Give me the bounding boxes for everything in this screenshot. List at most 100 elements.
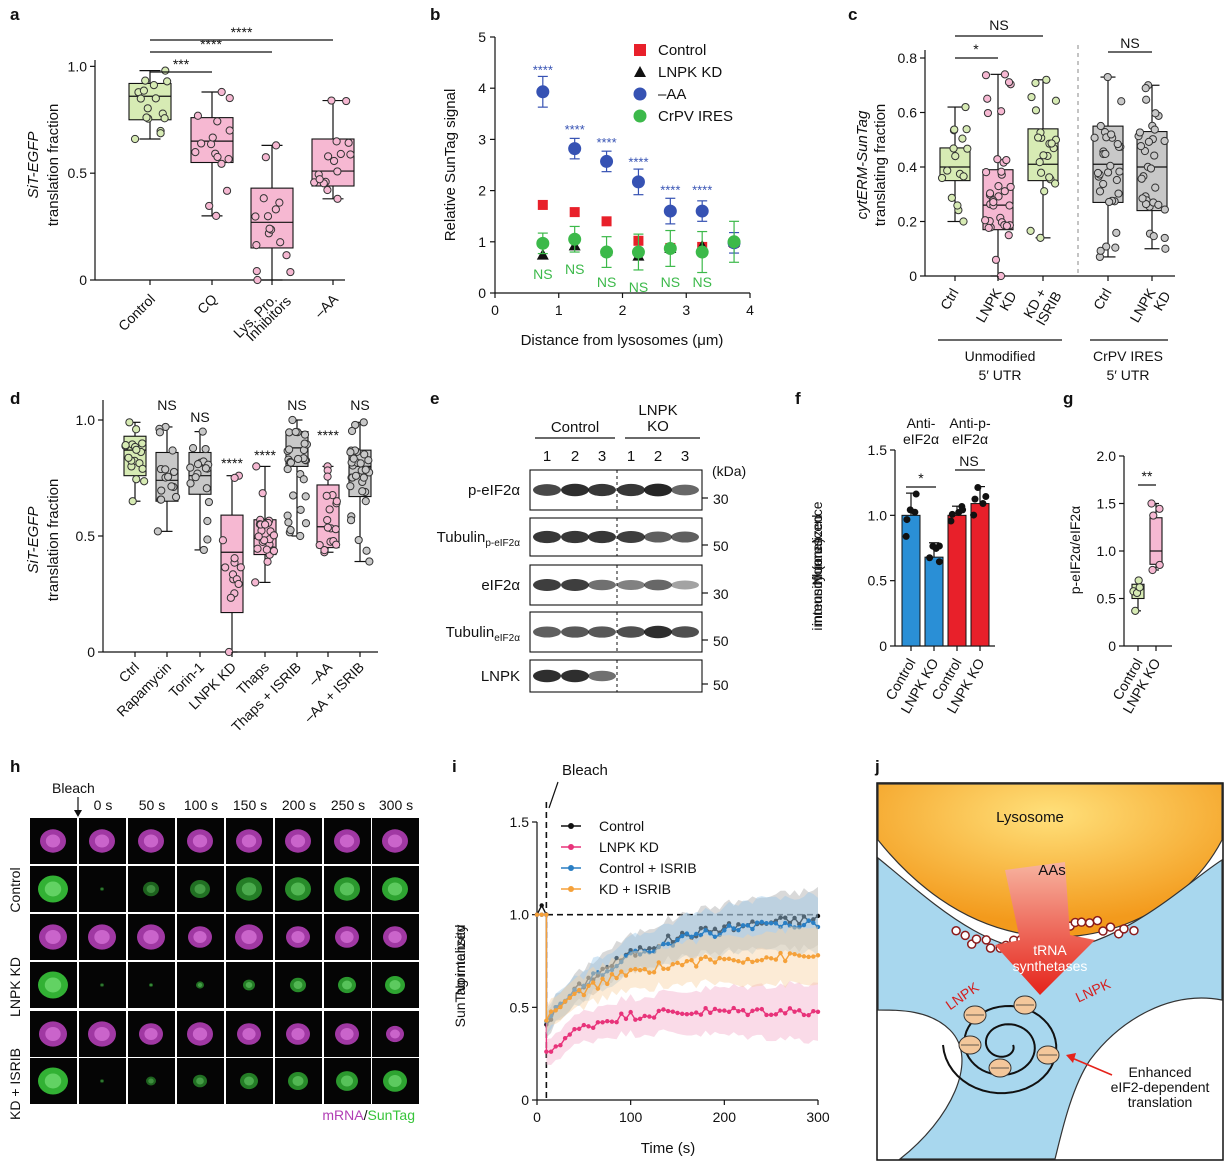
d-sig-label: **** <box>221 455 243 471</box>
d-box-0-point <box>132 445 141 454</box>
a-box-3-point <box>329 156 339 166</box>
c-box-1-point <box>1006 182 1015 192</box>
h-spot-core <box>94 1027 110 1041</box>
c-box-1-point <box>1004 231 1013 240</box>
c-box-3-point <box>1102 242 1111 251</box>
h-spot-core <box>390 1029 400 1039</box>
d-box-2-point <box>198 427 207 436</box>
d-sig-label: NS <box>190 409 209 425</box>
d-box-0-point <box>125 418 134 427</box>
i-band-1 <box>546 980 818 1065</box>
a-box-3-point <box>346 150 355 159</box>
i-point-0 <box>679 930 685 936</box>
i-point-2 <box>591 971 596 976</box>
a-box-1-point <box>212 211 221 221</box>
e-lane-label: 1 <box>543 448 551 465</box>
h-spot-core <box>291 1028 305 1040</box>
i-point-2 <box>722 928 727 933</box>
panel-label-f: f <box>795 389 801 408</box>
c-box-3-point <box>1095 187 1105 196</box>
b-y-label: Relative SunTag signal <box>442 89 459 242</box>
j-enhanced-label: eIF2-dependent <box>1111 1079 1210 1095</box>
j-lysosome-label: Lysosome <box>996 809 1064 826</box>
i-point-3 <box>637 967 643 973</box>
d-box-4-point <box>260 536 269 545</box>
h-spot-core <box>146 885 156 893</box>
a-box-0-point <box>156 129 165 138</box>
b-sig-star: **** <box>533 62 553 77</box>
i-point-2 <box>698 932 704 938</box>
f-point <box>935 558 943 566</box>
i-point-1 <box>572 1027 577 1032</box>
h-suntag-spot <box>290 977 306 993</box>
i-point-3 <box>609 972 615 977</box>
d-box-6-point <box>332 540 341 549</box>
d-box-3-point <box>230 554 239 563</box>
h-spot-core <box>291 931 305 943</box>
c-box-2-point <box>1039 151 1048 160</box>
i-point-2 <box>745 923 750 928</box>
c-box-1-point <box>983 108 993 118</box>
i-point-3 <box>665 966 671 972</box>
h-spot-core <box>387 882 403 896</box>
a-box-3-point <box>342 96 351 106</box>
d-box-5-point <box>288 415 297 425</box>
g-box-1-box <box>1149 517 1163 565</box>
e-row-label: eIF2α <box>481 577 520 594</box>
i-point-2 <box>712 934 718 940</box>
b-legend-swatch-aa <box>633 87 647 101</box>
d-box-5-point <box>291 427 300 437</box>
d-box-3-point <box>218 536 228 545</box>
i-point-1 <box>576 1026 582 1032</box>
c-box-0-point <box>937 173 947 183</box>
i-point-3 <box>694 964 699 969</box>
h-spot-core <box>100 1080 104 1082</box>
i-y-tick-label: 1.0 <box>510 907 530 923</box>
i-point-0 <box>665 933 671 938</box>
i-point-3 <box>628 967 633 973</box>
i-point-3 <box>684 958 690 964</box>
d-box-2-point <box>204 497 214 507</box>
h-bleach-label: Bleach <box>52 780 95 796</box>
d-box-0-point <box>128 497 137 506</box>
i-point-2 <box>764 920 769 926</box>
i-point-1 <box>614 1019 619 1025</box>
a-x-tick-label: CQ <box>194 291 220 317</box>
e-band <box>533 669 561 683</box>
i-x-tick-label: 300 <box>806 1109 830 1125</box>
b-point-3 <box>600 245 614 259</box>
f-point <box>948 510 956 518</box>
i-y-label: Normalized <box>452 925 468 996</box>
c-box-2-point <box>1047 139 1056 148</box>
i-point-0 <box>750 919 755 924</box>
a-box-0-point <box>136 94 145 103</box>
h-spot-core <box>100 888 104 890</box>
d-box-3-point <box>224 647 234 657</box>
a-box-1-point <box>213 152 222 162</box>
d-box-5-point <box>299 475 308 484</box>
b-legend-swatch-control <box>634 44 646 56</box>
h-spot-core <box>197 983 203 987</box>
b-y-tick-label: 2 <box>478 183 486 199</box>
d-box-4-point <box>269 531 279 540</box>
i-point-1 <box>722 1008 727 1013</box>
c-box-1-point <box>993 155 1002 164</box>
a-box-0-point <box>141 76 150 85</box>
e-lane-label: 3 <box>598 448 606 465</box>
b-point-3 <box>631 245 645 259</box>
c-box-3-point <box>1105 197 1114 207</box>
f-header: Anti-p- <box>949 415 991 431</box>
i-point-2 <box>694 931 699 937</box>
f-bar-1 <box>924 556 944 647</box>
h-suntag-spot <box>196 981 204 989</box>
h-spot-core <box>339 834 355 848</box>
a-box-2-point <box>265 224 274 233</box>
i-point-2 <box>605 969 610 974</box>
d-box-4-point <box>252 462 261 471</box>
i-point-3 <box>534 912 540 917</box>
i-point-0 <box>778 915 783 920</box>
j-enhanced-label: Enhanced <box>1128 1064 1191 1080</box>
e-row-label-sub: eIF2α <box>494 633 520 644</box>
d-box-7-point <box>354 535 363 545</box>
c-box-4-point <box>1149 232 1158 241</box>
